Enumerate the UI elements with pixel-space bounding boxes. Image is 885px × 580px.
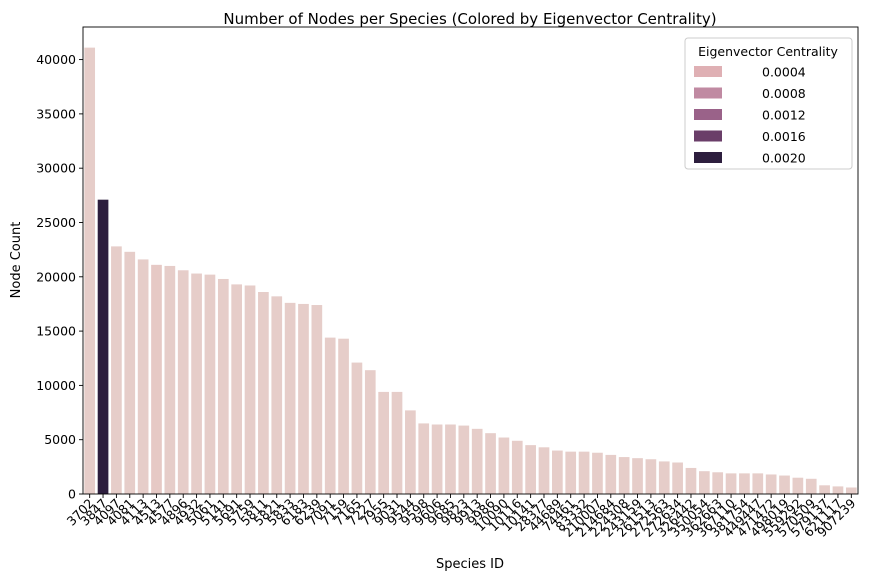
bar xyxy=(177,270,189,494)
bar xyxy=(151,264,162,494)
bar xyxy=(378,391,389,494)
bar xyxy=(258,291,269,494)
legend-label: 0.0012 xyxy=(762,108,806,123)
legend-label: 0.0004 xyxy=(762,65,806,80)
y-tick-label: 20000 xyxy=(36,269,76,284)
bar xyxy=(645,459,657,494)
bar xyxy=(658,461,670,494)
bar xyxy=(538,447,550,494)
bar xyxy=(819,485,830,494)
bar xyxy=(311,305,323,494)
bar xyxy=(405,410,416,494)
bar xyxy=(204,274,216,494)
y-tick-label: 35000 xyxy=(36,106,76,121)
bar xyxy=(672,462,683,494)
bar xyxy=(231,284,243,494)
y-axis: 0 5000 10000 15000 20000 25000 30000 35000 40000 xyxy=(36,52,83,502)
bar xyxy=(565,451,577,494)
bar xyxy=(779,475,790,494)
bar xyxy=(418,423,430,494)
bar xyxy=(552,450,563,494)
bar xyxy=(458,425,470,494)
bar xyxy=(712,472,724,494)
bar xyxy=(765,474,777,494)
y-tick-label: 30000 xyxy=(36,161,76,176)
bar xyxy=(324,337,336,494)
bar xyxy=(685,467,697,494)
legend-label: 0.0020 xyxy=(762,151,806,166)
bar xyxy=(431,424,443,494)
bar xyxy=(111,246,122,494)
y-tick-label: 15000 xyxy=(36,324,76,339)
bar xyxy=(244,285,256,494)
bar xyxy=(805,478,817,494)
x-axis: 3702384740974081411345134577489649325061… xyxy=(64,494,858,540)
bar xyxy=(498,437,510,494)
bar xyxy=(391,391,403,494)
legend-swatch xyxy=(694,152,722,163)
bar xyxy=(752,473,764,494)
bar xyxy=(471,428,483,494)
legend: Eigenvector Centrality 0.0004 0.0008 0.001… xyxy=(684,37,853,170)
bar xyxy=(137,259,149,494)
bar xyxy=(124,251,136,494)
bar xyxy=(284,302,296,494)
bar xyxy=(698,471,710,494)
y-tick-label: 10000 xyxy=(36,378,76,393)
y-axis-label: Node Count xyxy=(9,222,24,299)
bar xyxy=(618,457,630,494)
bar xyxy=(364,370,376,494)
legend-title: Eigenvector Centrality xyxy=(698,44,838,59)
bar xyxy=(191,273,202,494)
bar xyxy=(792,477,804,494)
legend-label: 0.0008 xyxy=(762,86,806,101)
bar xyxy=(511,440,523,494)
legend-label: 0.0016 xyxy=(762,129,806,144)
legend-entries: 0.0004 0.0008 0.0012 0.0016 0.0020 xyxy=(694,65,806,166)
plot-frame xyxy=(82,26,859,495)
legend-box xyxy=(684,37,853,170)
bar xyxy=(217,278,229,494)
legend-swatch xyxy=(694,87,722,99)
bar xyxy=(578,451,590,494)
legend-swatch xyxy=(694,66,722,77)
bar xyxy=(832,486,844,494)
legend-swatch xyxy=(694,130,722,142)
y-tick-label: 0 xyxy=(68,487,76,502)
bar xyxy=(351,362,363,494)
bar xyxy=(298,303,309,494)
bar xyxy=(845,487,857,494)
bar xyxy=(605,454,617,494)
y-tick-label: 40000 xyxy=(36,52,76,67)
chart-title: Number of Nodes per Species (Colored by … xyxy=(223,10,716,28)
bars xyxy=(84,47,857,494)
legend-swatch xyxy=(694,109,722,120)
bar xyxy=(445,424,456,494)
bar xyxy=(84,47,96,494)
bar xyxy=(592,452,603,494)
x-axis-label: Species ID xyxy=(436,557,504,572)
bar xyxy=(739,473,750,494)
y-tick-label: 5000 xyxy=(44,432,76,447)
bar xyxy=(271,296,283,494)
bar xyxy=(164,265,176,494)
bar xyxy=(485,433,496,494)
y-tick-label: 25000 xyxy=(36,215,76,230)
bar xyxy=(338,338,349,494)
bar xyxy=(97,199,109,494)
bar xyxy=(725,473,737,494)
bar xyxy=(632,458,643,494)
bar xyxy=(525,445,536,494)
